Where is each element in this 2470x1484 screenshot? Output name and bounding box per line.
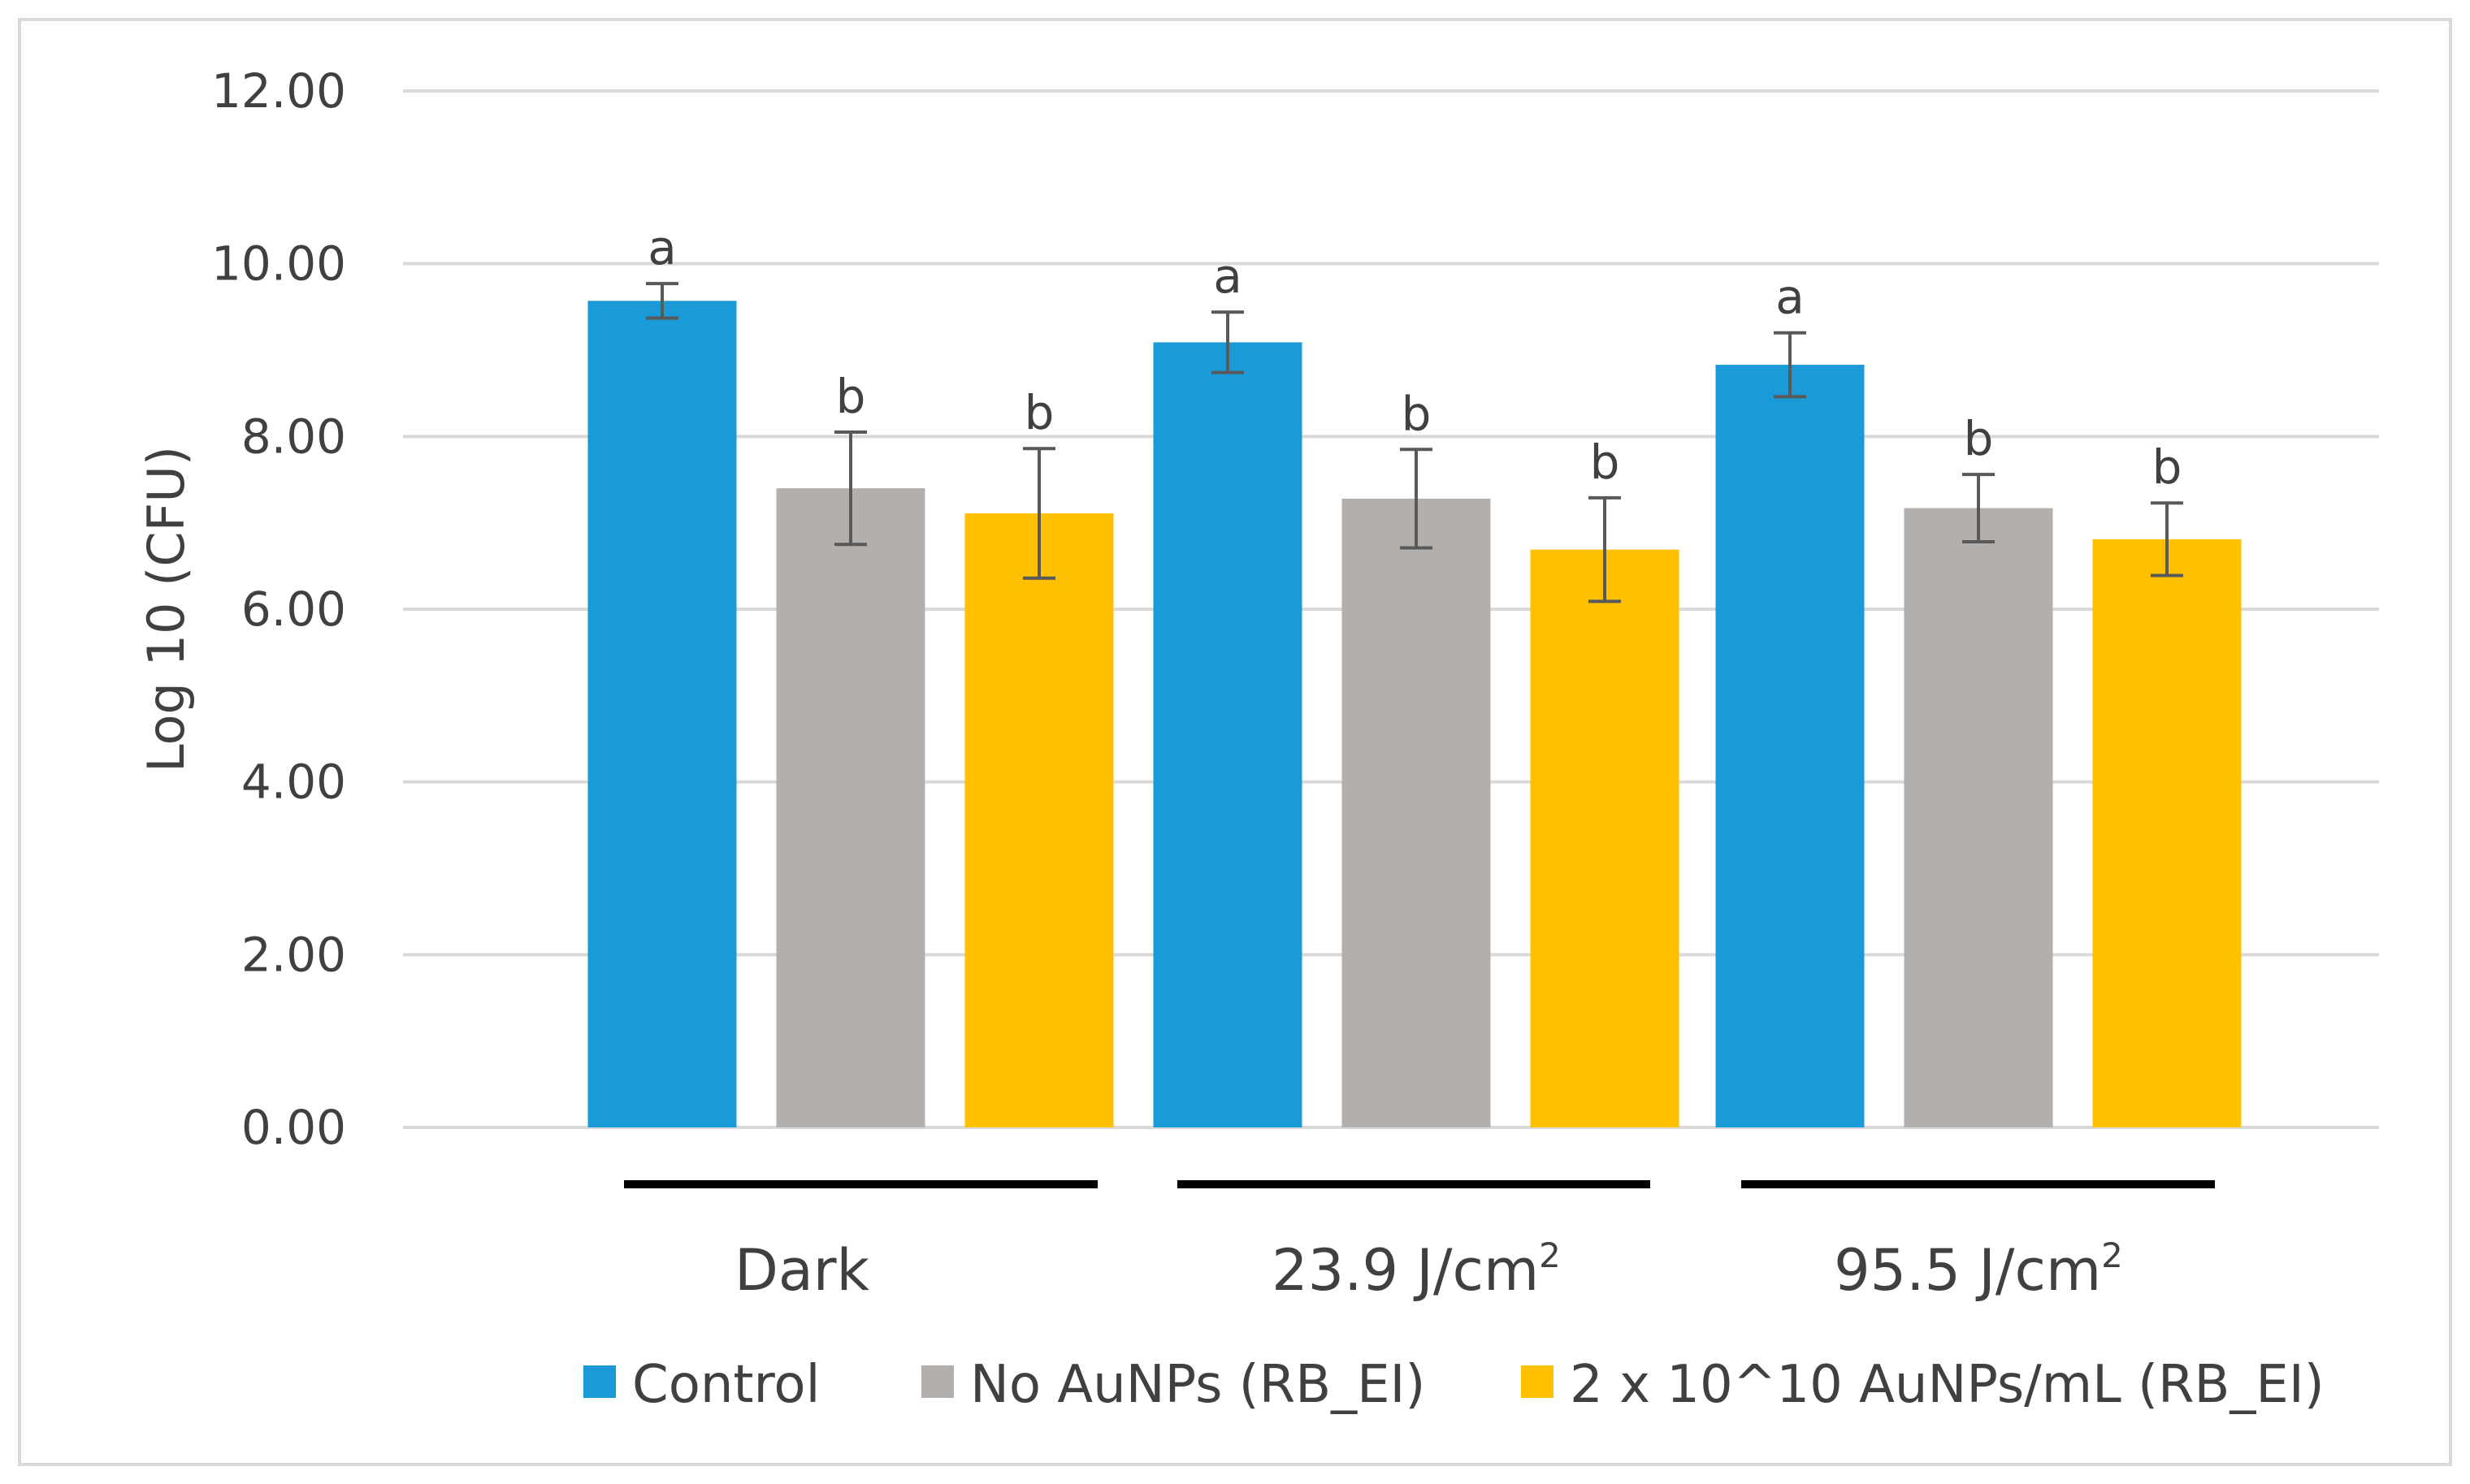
y-tick-label: 2.00: [241, 927, 346, 982]
y-tick-label: 6.00: [241, 582, 346, 637]
significance-label: b: [2152, 439, 2182, 495]
significance-label: b: [1402, 386, 1432, 441]
y-tick-labels: 0.00 2.00 4.00 6.00 8.00 10.00 12.00: [211, 63, 346, 1155]
category-groups: Dark 23.9 J/cm2 95.5 J/cm2: [624, 1180, 2215, 1304]
y-tick-label: 10.00: [211, 236, 346, 292]
y-tick-label: 12.00: [211, 63, 346, 119]
legend-swatch: [1521, 1365, 1554, 1398]
y-axis-title: Log 10 (CFU): [136, 446, 196, 772]
legend-label: 2 x 10^10 AuNPs/mL (RB_EI): [1570, 1355, 2325, 1415]
y-tick-label: 4.00: [241, 755, 346, 810]
legend-swatch: [921, 1365, 954, 1398]
category-label-superscript: 2: [2101, 1235, 2123, 1275]
bar-chart: 0.00 2.00 4.00 6.00 8.00 10.00 12.00 a a a b b b b b b…: [136, 63, 2379, 1415]
chart-frame: 0.00 2.00 4.00 6.00 8.00 10.00 12.00 a a a b b b b b b…: [18, 18, 2452, 1466]
category-label-superscript: 2: [1539, 1235, 1561, 1275]
bar: [2092, 539, 2242, 1127]
significance-label: b: [1025, 385, 1055, 440]
bar: [776, 488, 925, 1127]
y-tick-label: 0.00: [241, 1100, 346, 1155]
legend-label: No AuNPs (RB_EI): [970, 1355, 1425, 1415]
bar: [1153, 342, 1302, 1127]
bar: [1530, 549, 1679, 1127]
significance-label: a: [648, 220, 677, 275]
bar: [1904, 508, 2053, 1127]
legend-swatch: [583, 1365, 616, 1398]
significance-label: b: [1590, 435, 1620, 490]
significance-label: b: [1964, 411, 1994, 466]
legend-label: Control: [632, 1355, 820, 1415]
significance-label: a: [1213, 249, 1242, 304]
bar: [964, 513, 1114, 1127]
category-label: Dark: [734, 1237, 870, 1304]
significance-label: b: [836, 369, 866, 424]
category-label: 23.9 J/cm2: [1272, 1235, 1561, 1304]
bar: [587, 301, 737, 1127]
category-label: 95.5 J/cm2: [1834, 1235, 2123, 1304]
significance-label: a: [1775, 270, 1805, 325]
bar: [1715, 365, 1865, 1127]
bars: [587, 301, 2242, 1127]
significance-labels: a a a b b b b b b: [648, 220, 2182, 495]
y-tick-label: 8.00: [241, 409, 346, 464]
error-bars: [646, 282, 2183, 604]
legend: Control No AuNPs (RB_EI) 2 x 10^10 AuNPs/m…: [583, 1355, 2325, 1415]
bar: [1341, 498, 1491, 1127]
